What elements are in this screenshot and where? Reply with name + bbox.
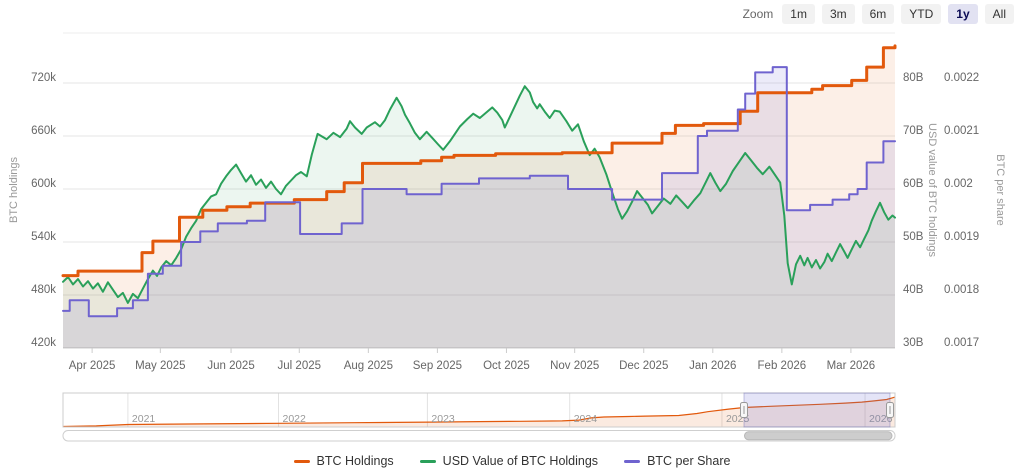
x-axis-label: Jun 2025 xyxy=(207,360,254,372)
navigator-year-label: 2021 xyxy=(132,413,156,425)
share-axis-title: BTC per share xyxy=(994,154,1006,226)
series-area-btc-per-share xyxy=(63,67,895,348)
share-axis-label: 0.002 xyxy=(944,178,973,190)
series-line-btc-per-share[interactable] xyxy=(62,66,896,318)
zoom-button-6m[interactable]: 6m xyxy=(861,4,895,24)
series-line-btc-holdings[interactable] xyxy=(61,44,897,278)
navigator-area xyxy=(63,397,895,427)
share-axis-label: 0.0022 xyxy=(944,72,979,84)
zoom-button-all[interactable]: All xyxy=(984,4,1014,24)
usd-axis-label: 40B xyxy=(903,284,924,296)
left-axis-title: BTC holdings xyxy=(8,156,20,224)
usd-axis-label: 60B xyxy=(903,178,924,190)
legend-label: USD Value of BTC Holdings xyxy=(442,454,599,468)
x-axis-label: Mar 2026 xyxy=(827,360,876,372)
navigator-selection[interactable] xyxy=(743,392,891,428)
legend-label: BTC Holdings xyxy=(316,454,394,468)
legend-label: BTC per Share xyxy=(647,454,731,468)
left-axis-label: 660k xyxy=(31,125,56,137)
x-axis-label: Jan 2026 xyxy=(689,360,736,372)
x-axis-label: Oct 2025 xyxy=(483,360,530,372)
usd-axis-label: 50B xyxy=(903,231,924,243)
plot-area[interactable] xyxy=(63,33,895,348)
left-axis-label: 540k xyxy=(31,231,56,243)
scrollbar-track[interactable] xyxy=(62,430,896,442)
legend-item-btc-per-share[interactable]: BTC per Share xyxy=(624,454,730,468)
x-axis-label: Aug 2025 xyxy=(344,360,393,372)
left-axis-label: 600k xyxy=(31,178,56,190)
legend: BTC Holdings USD Value of BTC Holdings BTC… xyxy=(0,454,1024,468)
x-axis-label: Jul 2025 xyxy=(278,360,321,372)
navigator-line xyxy=(62,396,896,428)
share-axis-label: 0.0017 xyxy=(944,337,979,349)
x-axis-label: Dec 2025 xyxy=(619,360,668,372)
series-area-usd-value-of-btc-holdings xyxy=(63,86,895,348)
x-axis-label: May 2025 xyxy=(135,360,186,372)
zoom-button-1m[interactable]: 1m xyxy=(782,4,815,24)
share-axis-label: 0.0018 xyxy=(944,284,979,296)
left-axis-label: 420k xyxy=(31,337,56,349)
x-axis-label: Nov 2025 xyxy=(550,360,599,372)
zoom-label: Zoom xyxy=(742,7,774,21)
scrollbar-thumb[interactable] xyxy=(743,431,893,441)
left-axis-label: 480k xyxy=(31,284,56,296)
share-axis-label: 0.0021 xyxy=(944,125,979,137)
usd-axis-label: 30B xyxy=(903,337,924,349)
navigator-frame xyxy=(62,392,896,428)
usd-axis-label: 70B xyxy=(903,125,924,137)
navigator-year-label: 2022 xyxy=(282,413,306,425)
legend-marker xyxy=(293,459,310,463)
x-axis-label: Apr 2025 xyxy=(69,360,116,372)
range-selector-toolbar: Zoom 1m 3m 6m YTD 1y All xyxy=(743,4,1014,24)
usd-axis-title: USD value of BTC holdings xyxy=(926,123,938,257)
x-axis-label: Sep 2025 xyxy=(413,360,462,372)
zoom-button-1y[interactable]: 1y xyxy=(948,4,978,24)
x-axis-label: Feb 2026 xyxy=(758,360,807,372)
legend-item-usd-value-of-btc-holdings[interactable]: USD Value of BTC Holdings xyxy=(419,454,599,468)
legend-marker xyxy=(419,459,436,463)
legend-marker xyxy=(624,459,641,463)
left-axis-label: 720k xyxy=(31,72,56,84)
zoom-button-ytd[interactable]: YTD xyxy=(901,4,942,24)
legend-item-btc-holdings[interactable]: BTC Holdings xyxy=(293,454,394,468)
usd-axis-label: 80B xyxy=(903,72,924,84)
share-axis-label: 0.0019 xyxy=(944,231,979,243)
series-area-btc-holdings xyxy=(63,45,895,349)
zoom-button-3m[interactable]: 3m xyxy=(821,4,855,24)
navigator-year-label: 2024 xyxy=(574,413,598,425)
navigator-year-label: 2023 xyxy=(431,413,455,425)
